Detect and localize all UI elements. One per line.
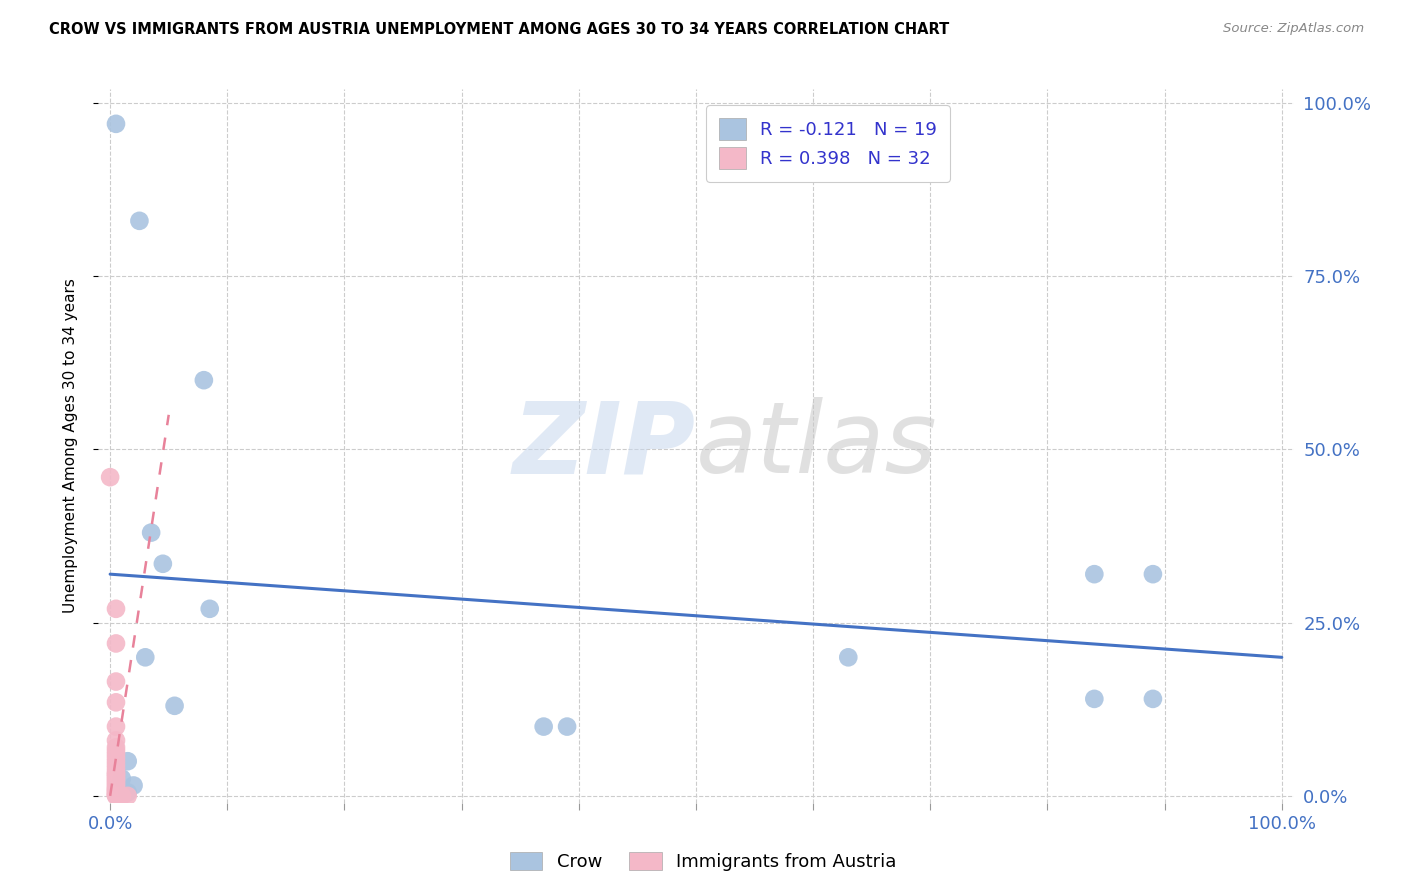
Point [105,754,128,768]
Point [105,770,128,784]
Point [98,470,121,484]
Point [105,785,128,799]
Y-axis label: Unemployment Among Ages 30 to 34 years: Unemployment Among Ages 30 to 34 years [63,278,77,614]
Point [105,774,128,789]
Point [1142,567,1164,582]
Point [105,786,128,800]
Point [141,525,163,540]
Point [105,764,128,779]
Text: CROW VS IMMIGRANTS FROM AUSTRIA UNEMPLOYMENT AMONG AGES 30 TO 34 YEARS CORRELATI: CROW VS IMMIGRANTS FROM AUSTRIA UNEMPLOY… [49,22,949,37]
Point [105,747,128,762]
Point [122,779,145,793]
Point [128,214,150,228]
Point [555,720,578,734]
Point [105,757,128,772]
Point [105,674,128,689]
Text: atlas: atlas [696,398,938,494]
Point [152,557,174,571]
Point [105,788,128,802]
Point [105,783,128,797]
Point [117,754,139,768]
Legend: Crow, Immigrants from Austria: Crow, Immigrants from Austria [502,845,904,879]
Point [105,740,128,755]
Point [105,720,128,734]
Point [837,650,859,665]
Point [105,744,128,758]
Point [533,720,555,734]
Point [198,602,221,616]
Point [1083,691,1105,706]
Point [193,373,215,387]
Point [105,781,128,796]
Point [117,785,139,799]
Point [105,117,128,131]
Point [105,602,128,616]
Point [1083,567,1105,582]
Text: Source: ZipAtlas.com: Source: ZipAtlas.com [1223,22,1364,36]
Point [111,789,134,803]
Point [105,768,128,782]
Point [105,779,128,793]
Point [163,698,186,713]
Point [105,788,128,802]
Point [105,776,128,790]
Point [105,751,128,765]
Point [105,695,128,709]
Legend: R = -0.121   N = 19, R = 0.398   N = 32: R = -0.121 N = 19, R = 0.398 N = 32 [706,105,950,182]
Point [1142,691,1164,706]
Point [111,772,134,786]
Point [117,789,139,803]
Point [134,650,156,665]
Point [105,780,128,795]
Point [105,733,128,747]
Point [105,772,128,787]
Point [105,789,128,803]
Text: ZIP: ZIP [513,398,696,494]
Point [105,636,128,650]
Point [105,761,128,775]
Point [105,766,128,780]
